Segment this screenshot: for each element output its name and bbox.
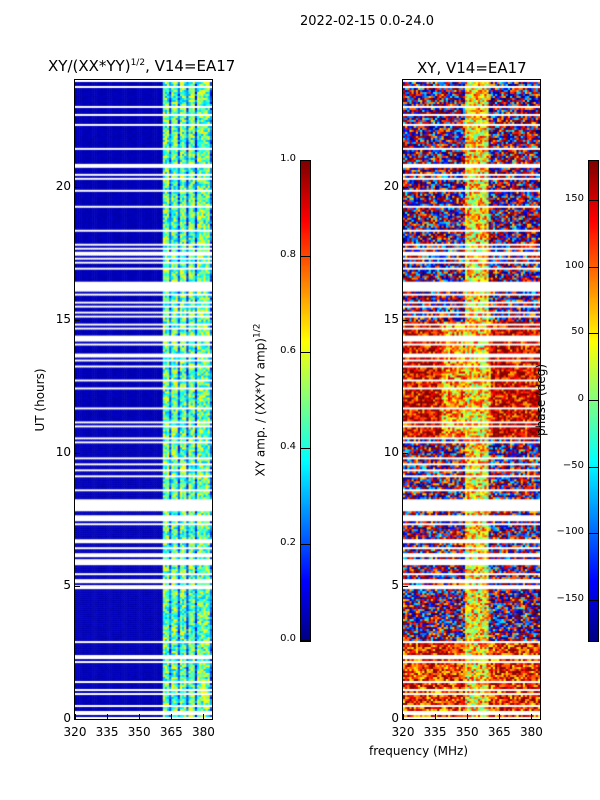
xtick-label: 365 [487, 725, 511, 739]
colorbar-tick-label: 1.0 [280, 153, 296, 164]
colorbar-tick-mark [589, 600, 598, 601]
xtick-mark [403, 714, 404, 719]
left-axes-frame [74, 79, 213, 720]
left-ylabel: UT (hours) [33, 368, 47, 432]
right-xlabel: frequency (MHz) [369, 744, 469, 758]
left-title-suffix: , V14=EA17 [145, 57, 236, 75]
right-axes-frame [402, 79, 541, 720]
ytick-label: 20 [383, 178, 399, 193]
colorbar-tick-mark [589, 266, 598, 268]
suptitle: 2022-02-15 0.0-24.0 [300, 14, 434, 29]
phase-colorbar [588, 160, 599, 642]
ytick-label: 10 [55, 444, 71, 459]
amp-colorbar-label-text: XY amp. / (XX*YY amp) [253, 338, 268, 477]
colorbar-tick-mark [301, 352, 310, 353]
colorbar-tick-label: 0 [577, 393, 584, 404]
colorbar-tick-label: 50 [571, 326, 584, 338]
xtick-mark [203, 714, 205, 719]
colorbar-tick-mark [589, 466, 598, 468]
xtick-mark [171, 714, 173, 719]
amp-colorbar-label: XY amp. / (XX*YY amp)1/2 [253, 324, 268, 477]
xtick-label: 380 [519, 725, 543, 739]
ytick-label: 5 [391, 577, 399, 592]
xtick-label: 350 [455, 725, 479, 739]
colorbar-tick-mark [301, 160, 310, 161]
xtick-label: 380 [191, 725, 215, 739]
colorbar-tick-label: 150 [564, 193, 584, 204]
colorbar-tick-label: 0.4 [280, 441, 296, 452]
colorbar-tick-mark [589, 200, 598, 201]
ytick-mark [403, 319, 408, 321]
colorbar-tick-mark [589, 333, 598, 335]
xtick-mark [531, 714, 533, 719]
ytick-mark [403, 719, 408, 720]
colorbar-tick-mark [301, 256, 310, 257]
colorbar-tick-label: −50 [562, 459, 584, 471]
colorbar-tick-mark [301, 448, 310, 449]
xtick-mark [467, 714, 469, 719]
ytick-label: 5 [63, 577, 71, 592]
colorbar-tick-mark [301, 640, 310, 641]
colorbar-tick-label: 0.2 [280, 537, 296, 548]
ytick-mark [75, 319, 80, 321]
ytick-mark [75, 452, 80, 454]
ytick-mark [75, 186, 80, 188]
xtick-label: 335 [95, 725, 119, 739]
left-title-main: XY/(XX*YY) [48, 57, 131, 75]
xtick-mark [435, 714, 437, 719]
colorbar-tick-label: −150 [556, 593, 584, 604]
xtick-label: 320 [63, 725, 87, 739]
ytick-label: 0 [63, 711, 71, 725]
ytick-mark [403, 585, 408, 587]
xtick-mark [107, 714, 109, 719]
xtick-label: 365 [159, 725, 183, 739]
colorbar-tick-mark [589, 533, 598, 535]
ytick-mark [403, 452, 408, 454]
colorbar-tick-label: 100 [564, 259, 584, 271]
ytick-label: 10 [383, 444, 399, 459]
ytick-mark [75, 585, 80, 587]
xtick-label: 320 [391, 725, 415, 739]
amp-colorbar [300, 160, 311, 642]
ytick-label: 0 [391, 711, 399, 725]
xtick-mark [499, 714, 501, 719]
phase-colorbar-label: phase (deg) [534, 363, 548, 437]
amp-colorbar-label-sup: 1/2 [252, 323, 263, 339]
ytick-label: 15 [55, 311, 71, 326]
colorbar-tick-label: 0.8 [280, 249, 296, 260]
left-title: XY/(XX*YY)1/2, V14=EA17 [48, 57, 235, 75]
colorbar-tick-mark [301, 544, 310, 545]
colorbar-tick-label: 0.0 [280, 633, 296, 644]
colorbar-tick-label: −100 [556, 526, 584, 538]
colorbar-tick-mark [589, 400, 598, 401]
ytick-label: 15 [383, 311, 399, 326]
right-heatmap [403, 80, 540, 719]
right-title: XY, V14=EA17 [417, 59, 527, 77]
xtick-mark [75, 714, 76, 719]
ytick-mark [75, 719, 80, 720]
left-heatmap [75, 80, 212, 719]
xtick-mark [139, 714, 141, 719]
xtick-label: 335 [423, 725, 447, 739]
ytick-mark [403, 186, 408, 188]
colorbar-tick-label: 0.6 [280, 345, 296, 356]
ytick-label: 20 [55, 178, 71, 193]
xtick-label: 350 [127, 725, 151, 739]
left-title-sup: 1/2 [130, 58, 146, 68]
